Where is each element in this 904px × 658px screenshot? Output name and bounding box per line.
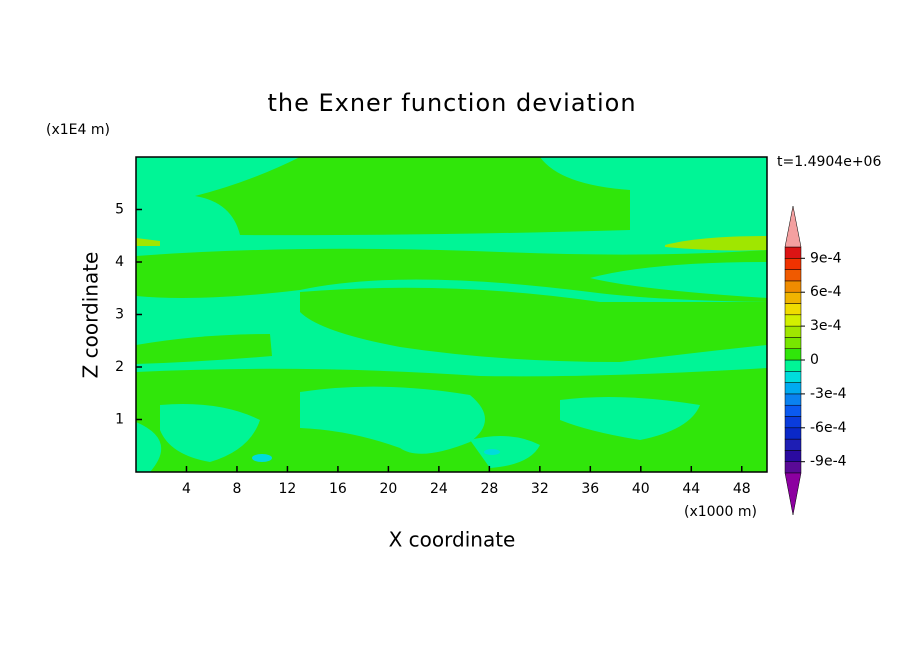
field-region bbox=[195, 157, 630, 236]
field-region bbox=[252, 454, 272, 462]
colorbar-segment bbox=[784, 269, 802, 282]
colorbar-tick-label: 9e-4 bbox=[810, 250, 842, 266]
colorbar-segment bbox=[784, 404, 802, 417]
colorbar-tick-label: -6e-4 bbox=[810, 420, 847, 436]
x-axis-label: X coordinate bbox=[389, 528, 516, 552]
colorbar-tick-label: 6e-4 bbox=[810, 284, 842, 300]
field-region bbox=[560, 396, 700, 440]
x-tick-label: 44 bbox=[682, 481, 700, 497]
colorbar-over bbox=[784, 205, 802, 248]
colorbar-tick-label: 0 bbox=[810, 352, 819, 368]
x-tick-label: 16 bbox=[329, 481, 347, 497]
field-region bbox=[136, 334, 272, 364]
x-tick-label: 24 bbox=[430, 481, 448, 497]
colorbar-segment bbox=[784, 450, 802, 462]
x-tick-label: 20 bbox=[379, 481, 397, 497]
contour-field bbox=[136, 157, 767, 472]
field-region bbox=[484, 449, 500, 455]
field-region bbox=[470, 436, 540, 468]
x-tick-label: 40 bbox=[632, 481, 650, 497]
y-tick-label: 2 bbox=[115, 359, 124, 375]
colorbar-segment bbox=[784, 258, 802, 270]
colorbar-segment bbox=[784, 246, 802, 259]
field-region bbox=[665, 236, 767, 251]
x-tick-label: 48 bbox=[733, 481, 751, 497]
field-region bbox=[136, 248, 767, 302]
colorbar-segment bbox=[784, 348, 802, 361]
colorbar-segment bbox=[784, 291, 802, 304]
x-tick-label: 36 bbox=[581, 481, 599, 497]
colorbar-segment bbox=[784, 371, 802, 383]
x-tick-label: 12 bbox=[279, 481, 297, 497]
x-tick-label: 28 bbox=[480, 481, 498, 497]
colorbar-tick-label: -9e-4 bbox=[810, 454, 847, 470]
field-region bbox=[300, 386, 485, 454]
y-tick-label: 4 bbox=[115, 254, 124, 270]
field-region bbox=[136, 238, 160, 246]
colorbar-under bbox=[784, 472, 802, 516]
x-tick-label: 32 bbox=[531, 481, 549, 497]
colorbar-tick-label: 3e-4 bbox=[810, 318, 842, 334]
colorbar-segment bbox=[784, 303, 802, 316]
colorbar-segment bbox=[784, 337, 802, 349]
x-unit: (x1000 m) bbox=[684, 504, 757, 520]
colorbar-segment bbox=[784, 325, 802, 338]
colorbar-segment bbox=[784, 416, 802, 429]
colorbar-segment bbox=[784, 427, 802, 440]
field-region bbox=[300, 287, 767, 362]
y-tick-label: 5 bbox=[115, 202, 124, 218]
x-tick-label: 4 bbox=[182, 481, 191, 497]
chart-title: the Exner function deviation bbox=[267, 89, 636, 117]
colorbar-segment bbox=[784, 393, 802, 406]
colorbar-segment bbox=[784, 280, 802, 293]
colorbar-segment bbox=[784, 359, 802, 372]
y-axis-label: Z coordinate bbox=[79, 252, 103, 379]
field-region bbox=[160, 404, 260, 462]
colorbar-segment bbox=[784, 438, 802, 451]
y-unit: (x1E4 m) bbox=[46, 122, 110, 138]
colorbar-segment bbox=[784, 461, 802, 474]
y-tick-label: 1 bbox=[115, 412, 124, 428]
y-tick-label: 3 bbox=[115, 307, 124, 323]
colorbar-segment bbox=[784, 382, 802, 395]
colorbar-segment bbox=[784, 314, 802, 327]
colorbar-tick-label: -3e-4 bbox=[810, 386, 847, 402]
time-label: t=1.4904e+06 bbox=[777, 154, 881, 170]
x-tick-label: 8 bbox=[232, 481, 241, 497]
